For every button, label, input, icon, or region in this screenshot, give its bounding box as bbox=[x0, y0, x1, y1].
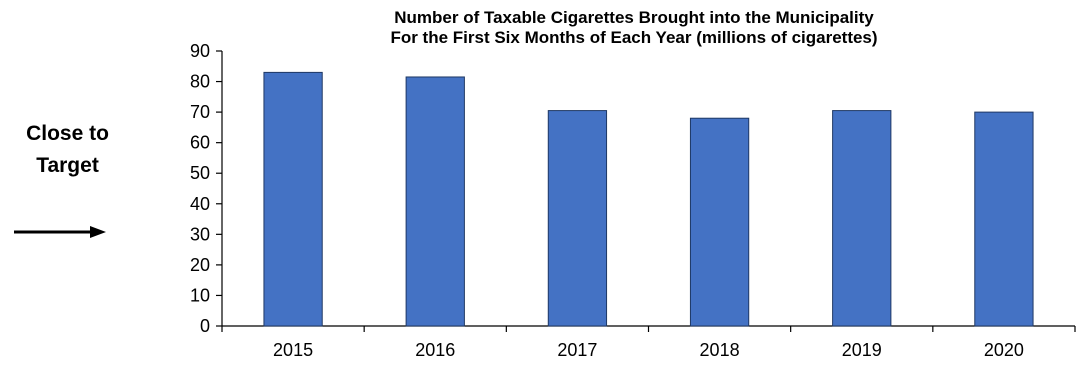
bar-2018 bbox=[689, 117, 750, 327]
y-tick-label: 20 bbox=[190, 255, 210, 275]
x-tick-label: 2020 bbox=[984, 340, 1024, 360]
x-tick-label: 2016 bbox=[415, 340, 455, 360]
plot-area: 0 10 20 30 40 50 60 70 80 90 2015 2016 2017 2018 2019 2… bbox=[190, 41, 1076, 360]
bar-2017 bbox=[547, 110, 608, 327]
bar-2016 bbox=[405, 76, 465, 327]
x-tick-label: 2018 bbox=[700, 340, 740, 360]
chart-title-line-2: For the First Six Months of Each Year (m… bbox=[390, 28, 877, 47]
x-tick-label: 2019 bbox=[842, 340, 882, 360]
side-label-line-1: Close to bbox=[26, 122, 109, 145]
x-tick-label: 2017 bbox=[557, 340, 597, 360]
y-tick-label: 0 bbox=[200, 316, 210, 336]
y-tick-label: 70 bbox=[190, 102, 210, 122]
side-label-line-2: Target bbox=[36, 154, 99, 177]
bar-2020 bbox=[974, 111, 1034, 327]
y-tick-label: 80 bbox=[190, 72, 210, 92]
side-label: Close to Target bbox=[0, 118, 135, 182]
x-tick-label: 2015 bbox=[273, 340, 313, 360]
chart-title-line-1: Number of Taxable Cigarettes Brought int… bbox=[394, 8, 874, 27]
bar-2019 bbox=[832, 110, 892, 327]
bar-2015 bbox=[263, 71, 323, 327]
right-arrow-icon bbox=[14, 226, 106, 238]
y-tick-label: 60 bbox=[190, 133, 210, 153]
y-tick-label: 10 bbox=[190, 285, 210, 305]
y-tick-label: 40 bbox=[190, 194, 210, 214]
y-tick-label: 50 bbox=[190, 163, 210, 183]
y-tick-label: 30 bbox=[190, 224, 210, 244]
y-tick-label: 90 bbox=[190, 41, 210, 61]
